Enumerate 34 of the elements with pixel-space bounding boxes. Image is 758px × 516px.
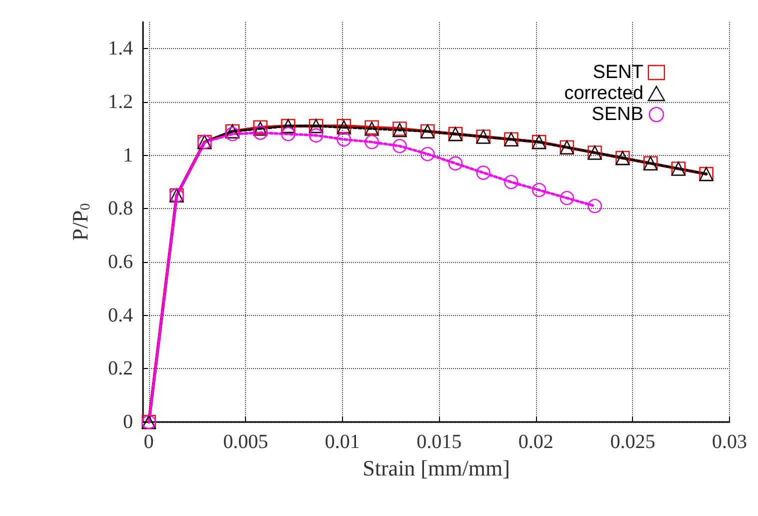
x-tick-label: 0.01 <box>324 431 360 453</box>
point <box>308 128 324 142</box>
point <box>532 182 546 198</box>
point <box>336 132 352 146</box>
point <box>392 138 407 154</box>
point <box>253 126 268 140</box>
x-tick-label: 0 <box>144 431 154 453</box>
legend-label: SENT <box>592 62 644 83</box>
y-axis-title: P/P0 <box>68 203 94 241</box>
x-axis-title: Strain [mm/mm] <box>362 455 510 480</box>
point <box>281 126 296 142</box>
x-tick-label: 0.015 <box>416 431 462 453</box>
point <box>225 126 240 142</box>
y-tick-label: 0.8 <box>108 198 133 220</box>
y-tick-label: 0.4 <box>108 304 133 326</box>
x-tick-label: 0.03 <box>712 431 747 453</box>
legend-label: SENB <box>592 104 644 125</box>
y-tick-label: 0 <box>123 411 133 433</box>
x-tick-label: 0.025 <box>610 431 656 453</box>
point <box>476 166 490 180</box>
point <box>588 198 602 214</box>
point <box>364 134 379 150</box>
x-tick-label: 0.005 <box>223 431 268 453</box>
y-tick-label: 1.4 <box>108 38 133 60</box>
y-tick-label: 1.2 <box>108 91 133 113</box>
point <box>504 174 518 190</box>
y-tick-label: 1 <box>123 144 133 166</box>
point <box>448 156 463 170</box>
point <box>560 190 574 206</box>
legend-label: corrected <box>564 83 644 104</box>
point <box>420 146 435 162</box>
y-tick-label: 0.6 <box>108 251 133 273</box>
x-tick-label: 0.02 <box>518 431 554 453</box>
y-tick-label: 0.2 <box>108 358 133 380</box>
